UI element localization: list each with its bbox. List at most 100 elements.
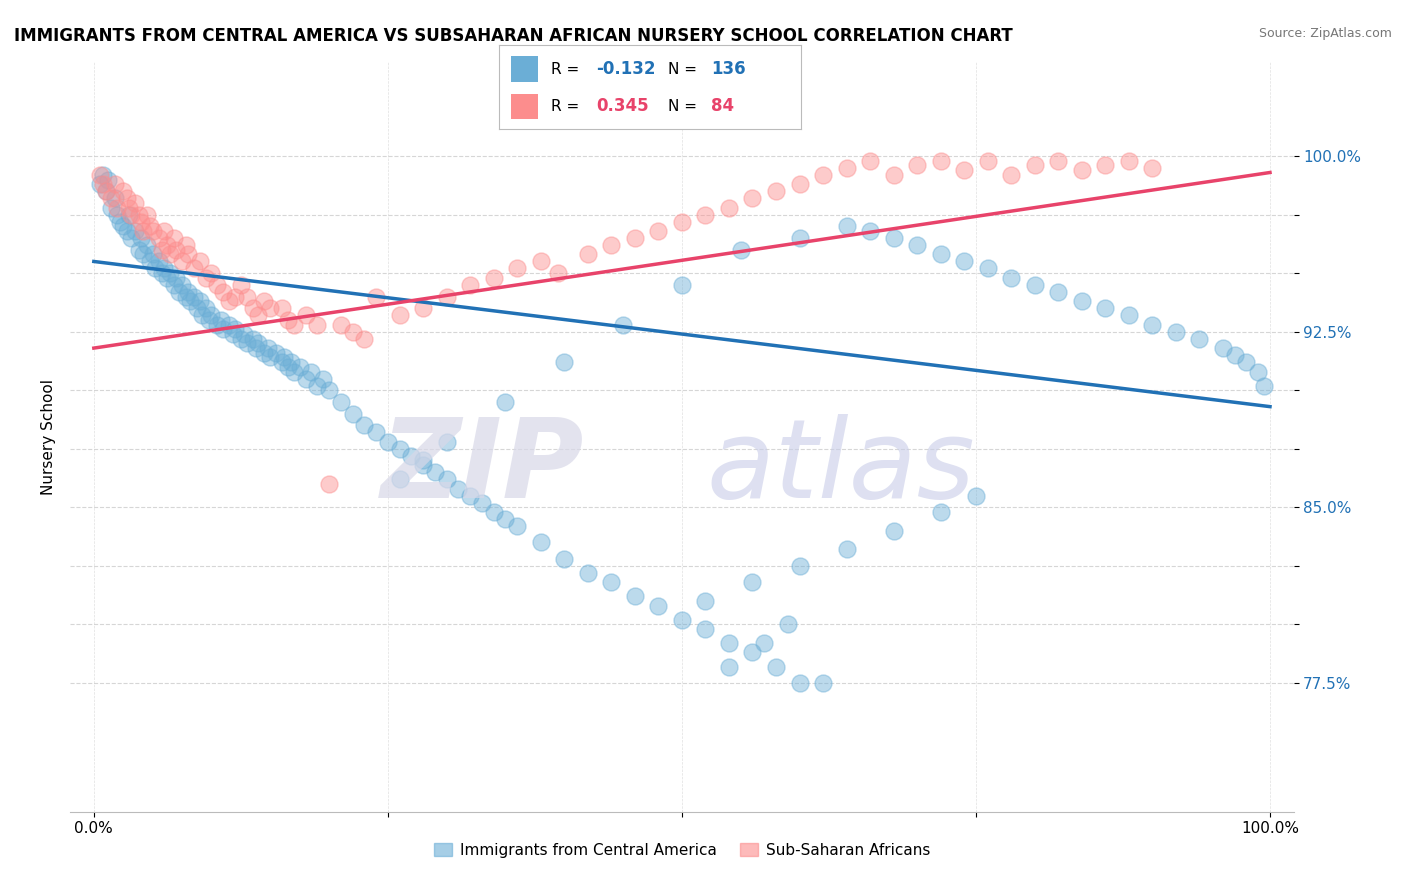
Point: [741, 191, 763, 205]
Point: [242, 332, 264, 346]
Point: [271, 301, 294, 316]
Point: [159, 247, 181, 261]
Point: [695, 208, 717, 222]
Point: [859, 153, 882, 168]
Point: [789, 231, 811, 245]
Point: [671, 613, 693, 627]
Point: [153, 261, 176, 276]
Point: [1253, 378, 1275, 392]
Point: [148, 231, 170, 245]
Point: [776, 617, 799, 632]
Point: [108, 214, 131, 228]
Point: [112, 219, 135, 234]
Point: [342, 325, 364, 339]
Point: [547, 266, 569, 280]
Point: [859, 224, 882, 238]
Point: [129, 231, 152, 245]
Point: [835, 219, 858, 234]
Point: [318, 476, 340, 491]
Point: [124, 224, 146, 238]
Text: ZIP: ZIP: [381, 414, 583, 521]
Point: [576, 247, 599, 261]
Point: [139, 219, 162, 234]
Point: [717, 201, 740, 215]
Point: [741, 575, 763, 590]
Point: [224, 322, 246, 336]
Point: [299, 365, 322, 379]
Point: [412, 301, 434, 316]
Point: [436, 434, 458, 449]
Text: -0.132: -0.132: [596, 60, 655, 78]
Text: atlas: atlas: [707, 414, 976, 521]
Point: [150, 243, 173, 257]
Text: IMMIGRANTS FROM CENTRAL AMERICA VS SUBSAHARAN AFRICAN NURSERY SCHOOL CORRELATION: IMMIGRANTS FROM CENTRAL AMERICA VS SUBSA…: [14, 27, 1012, 45]
Point: [277, 359, 299, 374]
Point: [482, 505, 505, 519]
Point: [506, 261, 529, 276]
Point: [1164, 325, 1187, 339]
Text: 84: 84: [710, 97, 734, 115]
Point: [271, 355, 294, 369]
Point: [730, 243, 752, 257]
Point: [506, 519, 529, 533]
Y-axis label: Nursery School: Nursery School: [41, 379, 56, 495]
Point: [1212, 341, 1234, 355]
Point: [929, 505, 952, 519]
Point: [294, 371, 316, 385]
Point: [89, 177, 111, 191]
Point: [412, 453, 434, 467]
Point: [789, 558, 811, 573]
Point: [671, 214, 693, 228]
Point: [235, 336, 257, 351]
Point: [1000, 168, 1022, 182]
Point: [174, 238, 197, 252]
Point: [436, 472, 458, 486]
Point: [198, 313, 221, 327]
Point: [458, 489, 481, 503]
Point: [89, 168, 111, 182]
Point: [600, 575, 623, 590]
Point: [576, 566, 599, 580]
Point: [329, 395, 352, 409]
Point: [553, 551, 575, 566]
Point: [247, 336, 270, 351]
Point: [124, 195, 146, 210]
Point: [976, 153, 998, 168]
Point: [329, 318, 352, 332]
Point: [717, 636, 740, 650]
Point: [342, 407, 364, 421]
Point: [264, 345, 287, 359]
Text: N =: N =: [668, 99, 702, 114]
Point: [624, 231, 647, 245]
Point: [754, 636, 776, 650]
Text: 136: 136: [710, 60, 745, 78]
Point: [530, 535, 553, 549]
Point: [471, 496, 494, 510]
Point: [233, 326, 256, 341]
Point: [212, 285, 235, 299]
Point: [105, 208, 128, 222]
Point: [388, 442, 411, 456]
Point: [1094, 301, 1116, 316]
Point: [218, 318, 240, 332]
Point: [1118, 153, 1140, 168]
Point: [447, 482, 470, 496]
Point: [1000, 271, 1022, 285]
Point: [174, 290, 197, 304]
Point: [245, 341, 267, 355]
Point: [458, 277, 481, 292]
Point: [307, 378, 329, 392]
Point: [177, 285, 200, 299]
Point: [388, 308, 411, 322]
Point: [1070, 163, 1092, 178]
Point: [139, 254, 162, 268]
Point: [1247, 365, 1270, 379]
Point: [183, 261, 205, 276]
Point: [132, 224, 155, 238]
Point: [1024, 158, 1046, 172]
Point: [1047, 285, 1070, 299]
Point: [165, 243, 187, 257]
Point: [91, 177, 114, 191]
Point: [905, 158, 928, 172]
Point: [695, 594, 717, 608]
